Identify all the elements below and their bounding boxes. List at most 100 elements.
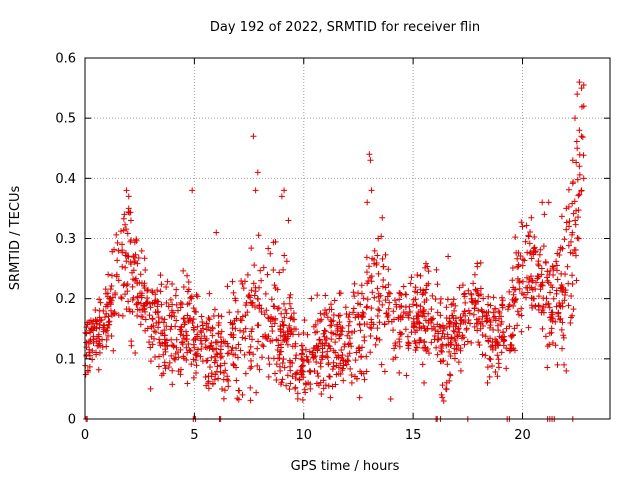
data-point <box>336 312 343 319</box>
data-point <box>257 267 264 274</box>
data-point <box>276 348 283 355</box>
data-point <box>180 353 187 360</box>
data-point <box>217 354 224 361</box>
data-point <box>429 292 436 299</box>
data-point <box>352 357 359 364</box>
data-point <box>373 335 380 342</box>
data-point <box>452 315 459 322</box>
data-point <box>550 295 557 302</box>
data-point <box>147 358 154 365</box>
data-point <box>185 278 192 285</box>
data-point <box>531 249 538 256</box>
data-point <box>531 295 538 302</box>
data-point <box>330 311 337 318</box>
data-point <box>379 214 386 221</box>
data-point <box>537 283 544 290</box>
data-point <box>400 283 407 290</box>
data-point <box>437 300 444 307</box>
data-point <box>387 290 394 297</box>
data-point <box>576 127 583 134</box>
data-point <box>518 328 525 335</box>
data-point <box>328 318 335 325</box>
data-point <box>213 229 220 236</box>
data-point <box>538 265 545 272</box>
data-point <box>294 369 301 376</box>
data-point <box>440 327 447 334</box>
data-point <box>422 317 429 324</box>
data-point <box>163 342 170 349</box>
data-point <box>541 211 548 218</box>
data-point <box>484 317 491 324</box>
data-point <box>447 341 454 348</box>
data-point <box>186 346 193 353</box>
data-point <box>484 364 491 371</box>
data-point <box>179 301 186 308</box>
data-point <box>345 322 352 329</box>
data-point <box>103 343 110 350</box>
data-point <box>363 254 370 261</box>
data-point <box>229 278 236 285</box>
data-point <box>345 341 352 348</box>
data-point <box>479 313 486 320</box>
data-point <box>130 253 137 260</box>
data-point <box>92 306 99 313</box>
data-point <box>424 263 431 270</box>
data-point <box>562 271 569 278</box>
data-point <box>163 299 170 306</box>
data-point <box>221 387 228 394</box>
data-point <box>461 341 468 348</box>
data-point <box>511 297 518 304</box>
data-point <box>161 362 168 369</box>
data-point <box>340 377 347 384</box>
data-point <box>480 295 487 302</box>
data-point <box>554 361 561 368</box>
data-point <box>484 301 491 308</box>
data-point <box>232 295 239 302</box>
data-point <box>505 303 512 310</box>
data-point <box>519 262 526 269</box>
data-point <box>114 239 121 246</box>
data-point <box>255 338 262 345</box>
data-point <box>575 235 582 242</box>
data-point <box>525 324 532 331</box>
data-point <box>421 325 428 332</box>
data-point <box>339 351 346 358</box>
data-point <box>229 344 236 351</box>
data-point <box>571 246 578 253</box>
data-point <box>382 284 389 291</box>
data-point <box>546 304 553 311</box>
data-point <box>267 338 274 345</box>
data-point <box>133 236 140 243</box>
data-point <box>562 289 569 296</box>
data-point <box>175 354 182 361</box>
data-point <box>325 359 332 366</box>
data-point <box>446 348 453 355</box>
data-point <box>475 307 482 314</box>
data-point <box>574 176 581 183</box>
data-point <box>115 247 122 254</box>
data-point <box>260 343 267 350</box>
data-point <box>221 360 228 367</box>
data-point <box>166 359 173 366</box>
data-point <box>199 358 206 365</box>
data-point <box>306 368 313 375</box>
data-point <box>205 378 212 385</box>
data-point <box>512 296 519 303</box>
x-tick-label: 5 <box>190 428 198 443</box>
data-point <box>492 336 499 343</box>
data-point <box>184 272 191 279</box>
data-point <box>137 271 144 278</box>
data-point <box>358 290 365 297</box>
data-point <box>217 350 224 357</box>
y-tick-label: 0.4 <box>55 172 76 187</box>
data-point <box>323 335 330 342</box>
data-point <box>385 305 392 312</box>
data-point <box>317 379 324 386</box>
data-point <box>168 323 175 330</box>
data-point <box>346 350 353 357</box>
data-point <box>226 309 233 316</box>
data-point <box>378 233 385 240</box>
data-point <box>390 308 397 315</box>
data-point <box>220 395 227 402</box>
data-point <box>193 362 200 369</box>
